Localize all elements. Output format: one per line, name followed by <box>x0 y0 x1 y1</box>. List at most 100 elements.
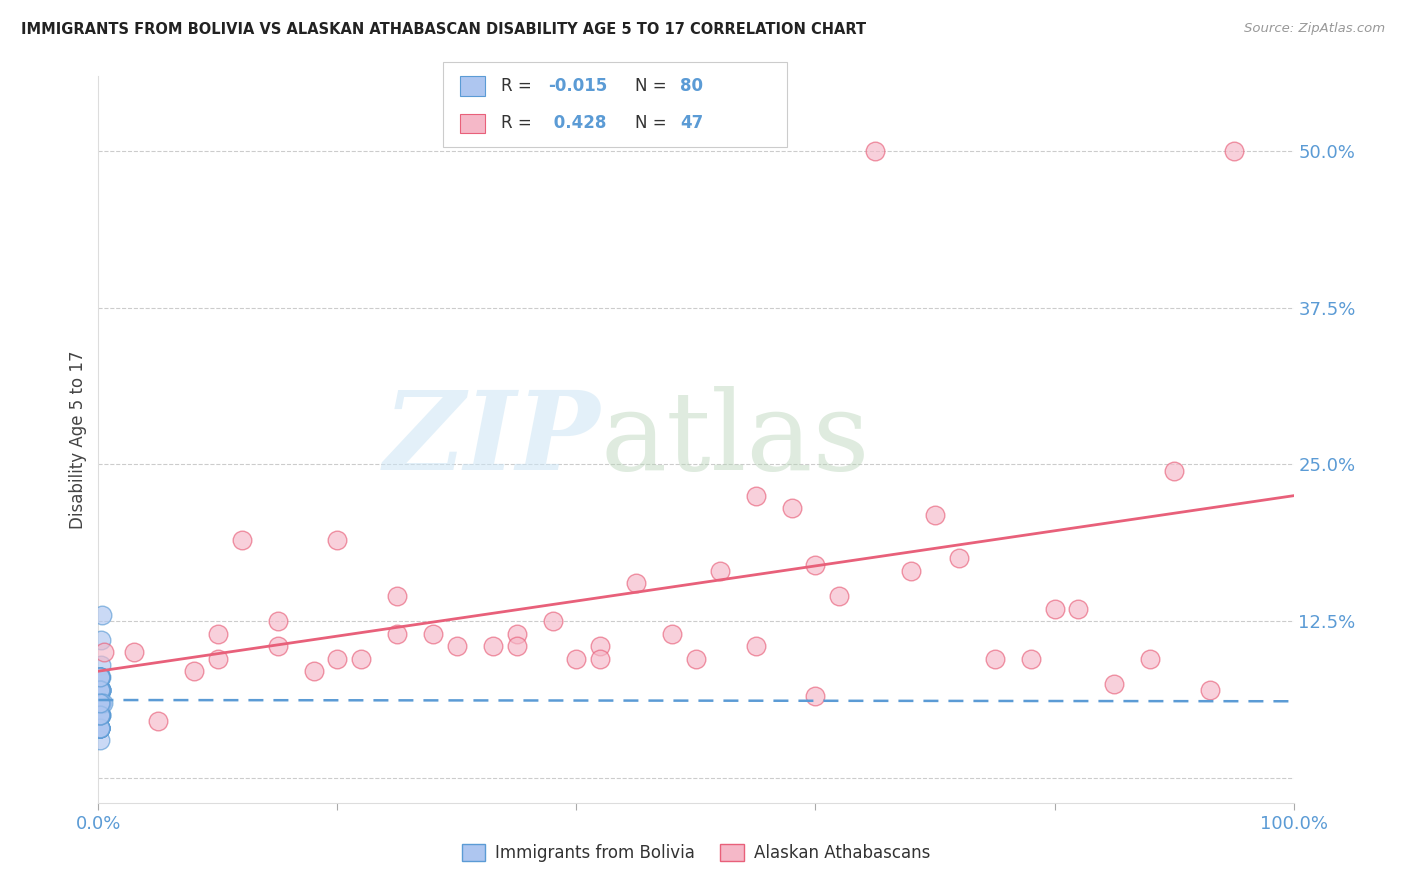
Text: R =: R = <box>502 78 537 95</box>
Point <box>924 508 946 522</box>
Point <box>326 533 349 547</box>
Point <box>89 708 111 723</box>
Point <box>1223 144 1246 158</box>
Point <box>89 721 111 735</box>
Point <box>89 708 111 723</box>
Point <box>148 714 170 729</box>
Text: IMMIGRANTS FROM BOLIVIA VS ALASKAN ATHABASCAN DISABILITY AGE 5 TO 17 CORRELATION: IMMIGRANTS FROM BOLIVIA VS ALASKAN ATHAB… <box>21 22 866 37</box>
Point <box>90 683 112 698</box>
Point <box>90 696 112 710</box>
Point <box>267 639 290 653</box>
Point <box>1163 464 1185 478</box>
Point <box>89 683 111 698</box>
Point <box>89 696 111 710</box>
Point <box>90 696 112 710</box>
Point <box>780 501 803 516</box>
Point <box>89 696 111 710</box>
Point <box>89 721 111 735</box>
Point <box>984 651 1007 665</box>
Point <box>1043 601 1066 615</box>
Point <box>124 645 146 659</box>
Text: ZIP: ZIP <box>384 385 600 493</box>
Point <box>481 639 505 653</box>
Point <box>350 651 373 665</box>
Point <box>89 708 111 723</box>
Point <box>89 683 111 698</box>
Point <box>1067 601 1090 615</box>
Point <box>231 533 253 547</box>
Point <box>89 683 111 698</box>
Point <box>89 696 111 710</box>
Point <box>948 551 970 566</box>
Point <box>89 721 111 735</box>
Text: N =: N = <box>636 114 672 132</box>
Point <box>89 708 111 723</box>
Point <box>89 696 111 710</box>
Point <box>89 708 111 723</box>
Point <box>90 683 112 698</box>
Text: atlas: atlas <box>600 386 870 492</box>
Point <box>89 708 111 723</box>
Text: 47: 47 <box>681 114 703 132</box>
Point <box>446 639 468 653</box>
Point <box>207 626 229 640</box>
Point <box>89 683 111 698</box>
Point <box>89 683 111 698</box>
Point <box>589 639 612 653</box>
Point <box>89 670 111 684</box>
Point <box>804 558 827 572</box>
Point <box>626 576 648 591</box>
Text: N =: N = <box>636 78 672 95</box>
Point <box>89 721 111 735</box>
Text: 80: 80 <box>681 78 703 95</box>
Point <box>1104 677 1126 691</box>
Point <box>506 639 529 653</box>
Point <box>385 626 409 640</box>
Point <box>93 645 115 659</box>
Point <box>90 696 112 710</box>
Point <box>89 670 111 684</box>
Point <box>90 670 112 684</box>
Point <box>89 733 111 747</box>
Text: -0.015: -0.015 <box>548 78 607 95</box>
Point <box>89 708 111 723</box>
Point <box>91 696 114 710</box>
Point <box>89 696 111 710</box>
Point <box>89 696 111 710</box>
Point <box>89 708 111 723</box>
Point <box>422 626 444 640</box>
Point <box>90 632 112 647</box>
Point <box>89 683 111 698</box>
Point <box>89 696 111 710</box>
Point <box>89 696 111 710</box>
Point <box>89 696 111 710</box>
Point <box>89 708 111 723</box>
Point <box>90 683 112 698</box>
Point <box>1199 683 1222 698</box>
Legend: Immigrants from Bolivia, Alaskan Athabascans: Immigrants from Bolivia, Alaskan Athabas… <box>457 839 935 867</box>
Point <box>89 708 111 723</box>
Point <box>89 696 111 710</box>
Point <box>89 683 111 698</box>
Text: Source: ZipAtlas.com: Source: ZipAtlas.com <box>1244 22 1385 36</box>
Point <box>589 651 612 665</box>
Text: R =: R = <box>502 114 537 132</box>
Point <box>385 589 409 603</box>
Point <box>804 690 827 704</box>
Point <box>89 696 111 710</box>
Point <box>89 721 111 735</box>
Point <box>1139 651 1161 665</box>
Point <box>89 721 111 735</box>
Point <box>89 708 111 723</box>
Point <box>89 721 111 735</box>
Point <box>89 721 111 735</box>
Point <box>89 670 111 684</box>
Point <box>709 564 731 578</box>
Y-axis label: Disability Age 5 to 17: Disability Age 5 to 17 <box>69 350 87 529</box>
Point <box>89 683 111 698</box>
Point <box>745 489 768 503</box>
Point <box>89 683 111 698</box>
Point <box>89 670 111 684</box>
Point <box>89 721 111 735</box>
Point <box>90 683 112 698</box>
